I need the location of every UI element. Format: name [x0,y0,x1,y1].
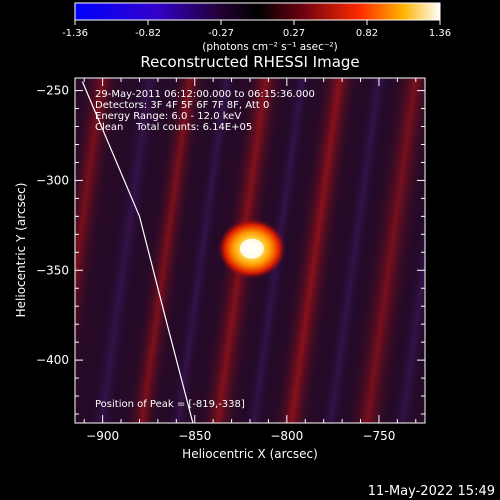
solar-limb-curve [81,81,194,423]
peak-source [217,218,286,279]
peak-position-label: Position of Peak = [-819,-338] [95,399,245,410]
colorbar-tick-label: 1.36 [429,28,451,39]
info-line-time: 29-May-2011 06:12:00.000 to 06:15:36.000 [95,89,315,100]
info-line-clean: Clean Total counts: 6.14E+05 [95,122,252,133]
y-tick-label: −400 [36,353,69,367]
info-annotations: 29-May-2011 06:12:00.000 to 06:15:36.000… [95,89,315,410]
y-axis-label: Heliocentric Y (arcsec) [14,183,28,318]
x-tick-label: −800 [270,429,303,443]
heatmap-image [75,78,425,423]
y-tick-label: −350 [36,263,69,277]
x-axis-label: Heliocentric X (arcsec) [182,447,318,461]
chart-title: Reconstructed RHESSI Image [140,53,359,71]
x-axis: −900 −850 −800 −750 [83,78,417,443]
y-axis: −250 −300 −350 −400 [36,84,425,415]
colorbar-tick-label: 0.27 [283,28,305,39]
x-tick-label: −900 [86,429,119,443]
colorbar-tick-label: 0.82 [356,28,378,39]
y-tick-label: −250 [36,84,69,98]
colorbar-tick-label: -0.82 [135,28,161,39]
colorbar-ticks: -1.36 -0.82 -0.27 0.27 0.82 1.36 [62,20,451,39]
info-line-energy: Energy Range: 6.0 - 12.0 keV [95,111,241,122]
colorbar-tick-label: -1.36 [62,28,88,39]
x-tick-label: −750 [362,429,395,443]
colorbar-tick-label: -0.27 [208,28,234,39]
colorbar [74,2,441,21]
y-tick-label: −300 [36,173,69,187]
colorbar-unit-label: (photons cm⁻² s⁻¹ asec⁻²) [202,41,337,53]
footer-timestamp: 11-May-2022 15:49 [368,484,495,499]
x-tick-label: −850 [178,429,211,443]
peak-core [239,238,264,259]
info-line-detectors: Detectors: 3F 4F 5F 6F 7F 8F, Att 0 [95,100,269,111]
